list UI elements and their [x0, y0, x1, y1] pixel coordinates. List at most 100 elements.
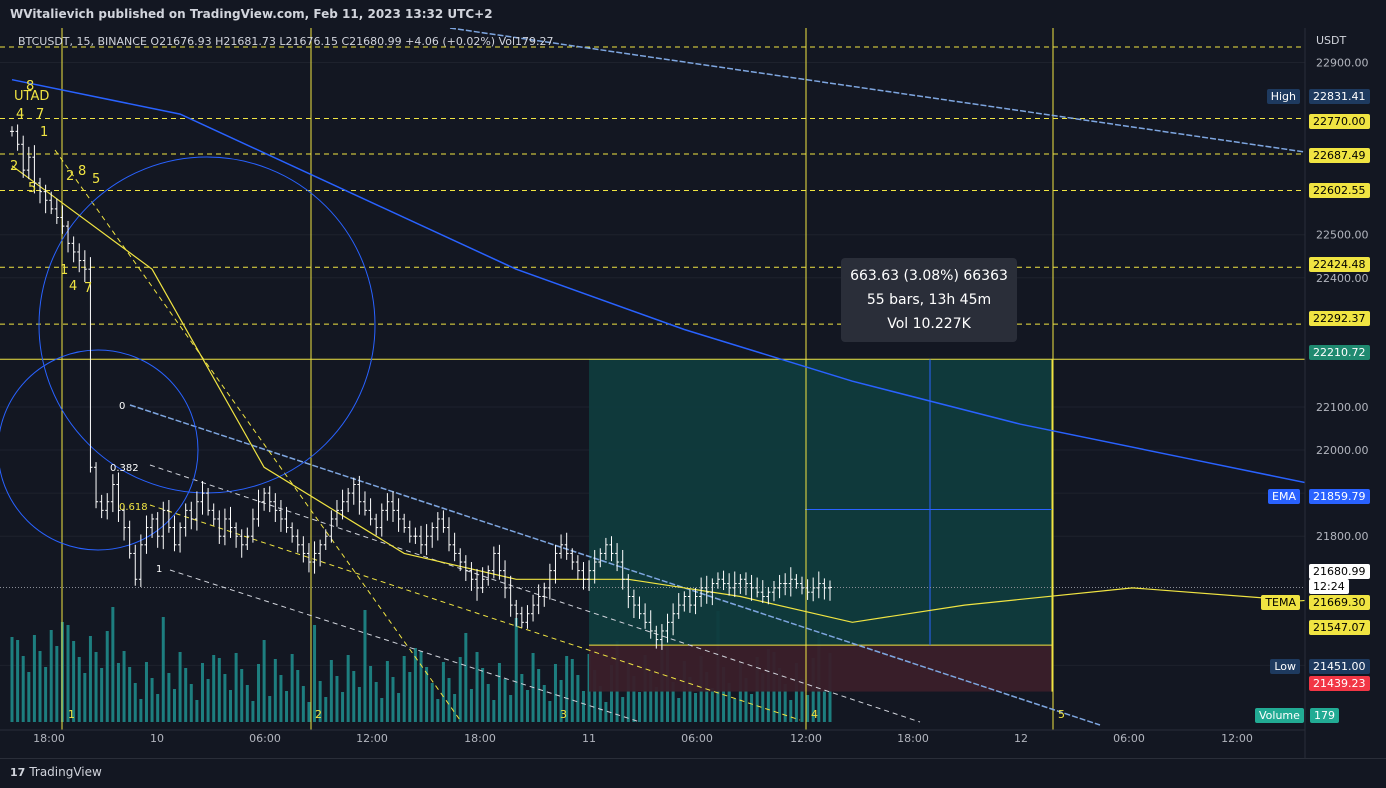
wave-label: 4 [16, 107, 24, 122]
volume-bar [21, 656, 25, 722]
volume-bar [789, 700, 793, 722]
volume-bar [189, 684, 193, 722]
volume-bar [565, 656, 569, 722]
price-value-label: 22602.55 [1309, 183, 1370, 198]
volume-bar [671, 682, 675, 722]
ohlc-legend: BTCUSDT, 15, BINANCE O21676.93 H21681.73… [18, 35, 554, 48]
volume-bar [178, 652, 182, 722]
cycle-circles [0, 156, 376, 551]
cycle-vertical-lines [61, 28, 1054, 730]
fib-label: 0.382 [110, 463, 139, 474]
fib-label: 0 [119, 401, 125, 412]
volume-bar [402, 656, 406, 722]
volume-bar [413, 648, 417, 722]
volume-bar [705, 672, 709, 722]
volume-bar [161, 617, 165, 722]
time-tick: 06:00 [249, 732, 281, 745]
wave-label: 1 [60, 263, 68, 278]
price-tag: TEMA [1261, 595, 1300, 610]
volume-bar [324, 697, 328, 722]
price-tick: 22100.00 [1316, 401, 1369, 414]
volume-bar [430, 683, 434, 722]
volume-bar [257, 664, 261, 722]
volume-bar [806, 695, 810, 722]
price-value-label: 22210.72 [1309, 345, 1370, 360]
volume-bar [727, 683, 731, 722]
volume-bar [285, 691, 289, 722]
volume-bar [240, 669, 244, 722]
time-tick: 11 [582, 732, 596, 745]
volume-bar [492, 700, 496, 722]
cycle-label: 4 [811, 708, 818, 721]
legend-open: O21676.93 [150, 35, 212, 48]
volume-bar [307, 702, 311, 722]
volume-bar [156, 694, 160, 722]
volume-bar [593, 670, 597, 722]
volume-bar [783, 684, 787, 722]
volume-bar [128, 667, 132, 722]
volume-bar [16, 640, 20, 722]
volume-bar [195, 700, 199, 722]
volume-bar [167, 673, 171, 722]
wave-label: 7 [84, 281, 92, 296]
volume-bar [111, 607, 115, 722]
volume-bar [744, 678, 748, 722]
price-value-label: 21859.79 [1309, 489, 1370, 504]
moving-averages [11, 78, 1386, 623]
volume-bar [105, 631, 109, 722]
volume-bar [212, 655, 216, 722]
price-value-label: 21439.23 [1309, 676, 1370, 691]
volume-bar [44, 667, 48, 722]
volume-bar [72, 641, 76, 722]
wave-label: 2 [10, 159, 18, 174]
volume-bar [341, 692, 345, 722]
volume-bar [83, 673, 87, 722]
volume-bar [391, 677, 395, 722]
price-value-label: 22424.48 [1309, 257, 1370, 272]
volume-bar [234, 653, 238, 722]
volume-bar [733, 699, 737, 722]
tooltip-change: 663.63 (3.08%) 66363 [850, 268, 1008, 284]
footer-bar: 17 TradingView [0, 758, 1386, 788]
tradingview-logo-icon: 17 [10, 765, 26, 779]
volume-bar [184, 668, 188, 722]
volume-bar [380, 698, 384, 722]
volume-bar [570, 659, 574, 722]
volume-bar [139, 699, 143, 722]
volume-bar [251, 701, 255, 722]
price-value-label: 22292.37 [1309, 311, 1370, 326]
volume-bar [621, 697, 625, 722]
volume-bar [738, 662, 742, 722]
price-tag: Low [1270, 659, 1300, 674]
cycle-label: 2 [315, 708, 322, 721]
time-tick: 18:00 [464, 732, 496, 745]
legend-low: L21676.15 [279, 35, 338, 48]
volume-bar [27, 672, 31, 722]
volume-bar [335, 676, 339, 722]
legend-close: C21680.99 [341, 35, 402, 48]
volume-bar [301, 686, 305, 722]
volume-bar [346, 655, 350, 722]
wave-label: UTAD [14, 89, 49, 104]
price-value-label: 22687.49 [1309, 148, 1370, 163]
channel-lower [169, 569, 641, 723]
tradingview-logo[interactable]: 17 TradingView [10, 765, 102, 779]
volume-bar [122, 651, 126, 722]
volume-bar [604, 702, 608, 722]
channel-mid [149, 464, 921, 723]
wave-label: 5 [28, 181, 36, 196]
legend-symbol[interactable]: BTCUSDT, 15, BINANCE [18, 35, 147, 48]
volume-bar [408, 672, 412, 722]
price-value-label: 21451.00 [1309, 659, 1370, 674]
volume-bar [509, 695, 513, 722]
price-value-label: 21680.99 [1309, 564, 1370, 579]
volume-bar [279, 675, 283, 722]
volume-bar [385, 661, 389, 722]
volume-bar [357, 687, 361, 722]
volume-bar [49, 630, 53, 722]
tooltip-bars: 55 bars, 13h 45m [866, 292, 992, 308]
stop-zone [589, 645, 1052, 692]
volume-bar [369, 666, 373, 722]
volume-bar [172, 689, 176, 722]
